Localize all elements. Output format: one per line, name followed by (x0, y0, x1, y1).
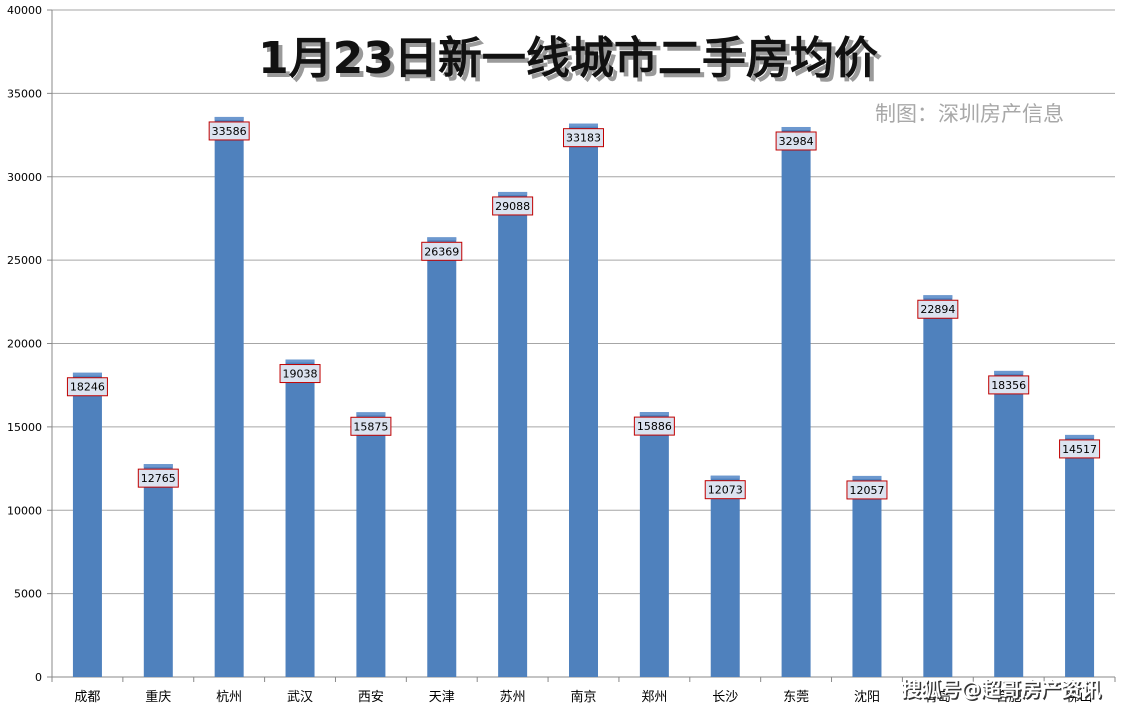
y-tick-label: 20000 (7, 338, 42, 351)
data-label-box (350, 416, 392, 436)
bar (569, 123, 598, 678)
watermark: 搜狐号@超哥房产资讯 (901, 677, 1101, 701)
y-tick-label: 0 (35, 671, 42, 684)
y-tick-labels: 0 5000 10000 15000 20000 25000 30000 35000 40000 (7, 4, 42, 684)
watermark-shadow: 搜狐号@超哥房产资讯 (903, 679, 1103, 703)
bars (72, 116, 1095, 678)
category-label: 南京 (570, 689, 596, 705)
y-tick-label: 25000 (7, 254, 42, 267)
category-label: 青岛 (925, 689, 951, 705)
chart-title-group: 1月23日新一线城市二手房均价 1月23日新一线城市二手房均价 (258, 33, 882, 88)
bar-highlight (214, 116, 244, 120)
chart-credit: 制图：深圳房产信息 (875, 102, 1064, 126)
bar (143, 464, 173, 677)
y-tick-label: 10000 (7, 504, 42, 517)
bar (710, 475, 740, 677)
data-label: 26369 (424, 245, 459, 258)
data-label: 29088 (495, 200, 530, 213)
bar-highlight (639, 412, 669, 416)
data-label: 18246 (70, 381, 105, 394)
data-label-box (137, 468, 179, 488)
chart-title: 1月23日新一线城市二手房均价 (258, 33, 878, 84)
bar (356, 412, 386, 677)
bar-highlight (72, 372, 102, 376)
bar (498, 191, 528, 678)
bar-highlight (852, 475, 882, 479)
watermark-group: 搜狐号@超哥房产资讯 搜狐号@超哥房产资讯 (901, 677, 1103, 703)
data-label-box (1059, 439, 1101, 459)
bar-highlight (1065, 434, 1095, 438)
y-tick-label: 40000 (7, 4, 42, 17)
y-tick-label: 5000 (14, 588, 42, 601)
bar-highlight (285, 359, 315, 363)
category-label: 苏州 (500, 689, 526, 705)
data-label-box (66, 377, 108, 397)
category-label: 佛山 (1067, 690, 1093, 705)
bar-highlight (356, 412, 386, 416)
bar (285, 359, 315, 677)
bar (427, 237, 457, 677)
data-label: 32984 (779, 135, 814, 148)
data-label-box (208, 121, 250, 141)
data-label: 14517 (1062, 443, 1097, 456)
data-label: 33183 (566, 132, 601, 145)
bar-highlight (781, 126, 811, 130)
data-label-box (563, 128, 604, 148)
y-tick-label: 35000 (7, 87, 42, 100)
bar-highlight (569, 123, 598, 127)
bar (781, 126, 811, 677)
bar-highlight (710, 475, 740, 479)
data-label-box (846, 480, 888, 500)
bar-highlight (427, 237, 457, 241)
category-label: 武汉 (287, 690, 313, 705)
data-label-box (917, 299, 959, 319)
bar (852, 475, 882, 677)
bar (923, 295, 953, 677)
category-label: 天津 (429, 690, 455, 705)
data-label-box (988, 375, 1030, 395)
data-label-box (633, 416, 675, 436)
category-label: 东莞 (783, 690, 809, 705)
chart-title-shadow: 1月23日新一线城市二手房均价 (262, 37, 882, 88)
bar (72, 372, 102, 677)
y-tick-label: 15000 (7, 421, 42, 434)
bar (1065, 434, 1095, 677)
data-label-box (492, 196, 534, 216)
data-label: 33586 (212, 125, 247, 138)
data-label-box (279, 364, 321, 384)
data-label-box (421, 241, 463, 261)
category-label: 沈阳 (854, 690, 880, 705)
category-label: 西安 (358, 690, 384, 705)
data-label: 12057 (849, 484, 884, 497)
bar-highlight (994, 370, 1024, 374)
category-label: 郑州 (641, 690, 667, 705)
data-label: 12765 (141, 472, 176, 485)
category-labels: 成都 重庆 杭州 武汉 西安 天津 苏州 南京 郑州 长沙 东莞 沈阳 青岛 合肥 佛山 (74, 689, 1092, 705)
data-label: 22894 (920, 303, 955, 316)
data-label-box (704, 480, 746, 500)
bar-highlight (143, 464, 173, 468)
data-label: 15886 (637, 420, 672, 433)
data-label: 15875 (353, 420, 388, 433)
category-label: 重庆 (145, 689, 171, 705)
data-labels: 18246 12765 33586 19038 15875 26369 29088 33183… (66, 121, 1101, 500)
y-tick-label: 30000 (7, 171, 42, 184)
bar (994, 370, 1024, 677)
bar (214, 116, 244, 678)
category-label: 成都 (74, 690, 100, 705)
category-label: 长沙 (712, 690, 738, 705)
data-label: 19038 (283, 368, 318, 381)
bar (639, 412, 669, 677)
category-label: 杭州 (216, 690, 242, 705)
data-label: 18356 (991, 379, 1026, 392)
data-label-box (775, 131, 817, 151)
category-label: 合肥 (996, 690, 1022, 705)
bar-highlight (498, 191, 528, 195)
bar-highlight (923, 295, 953, 299)
data-label: 12073 (708, 484, 743, 497)
